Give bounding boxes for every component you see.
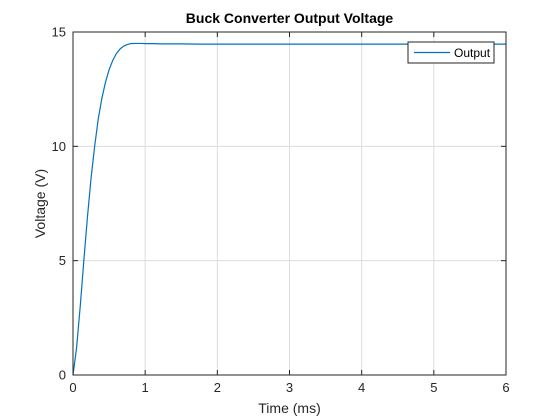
y-tick-label: 10 [52,139,66,154]
grid-lines [73,32,506,375]
x-axis-title: Time (ms) [258,400,320,416]
y-tick-label: 5 [59,253,66,268]
x-tick-label: 6 [502,380,509,395]
legend-label-output: Output [454,46,491,60]
legend-box [407,41,495,64]
tick-labels: 0 1 2 3 4 5 6 0 5 10 15 [52,25,510,396]
x-tick-label: 0 [69,380,76,395]
x-tick-label: 4 [358,380,365,395]
x-tick-label: 1 [142,380,149,395]
series-layer [72,42,506,376]
tick-marks [72,31,507,376]
chart-title: Buck Converter Output Voltage [186,10,394,26]
x-tick-label: 2 [214,380,221,395]
y-axis-title: Voltage (V) [32,169,48,238]
legend: Output [407,41,495,64]
x-tick-label: 5 [430,380,437,395]
series-line-output [72,42,506,376]
y-tick-label: 0 [59,368,66,383]
x-tick-label: 3 [286,380,293,395]
y-tick-label: 15 [52,25,66,40]
